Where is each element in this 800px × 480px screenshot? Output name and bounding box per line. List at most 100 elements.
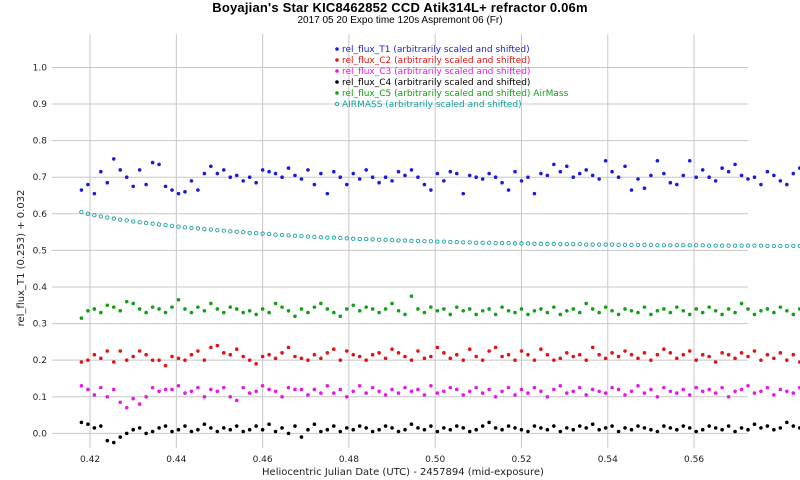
data-point-series-5 — [649, 312, 653, 317]
data-point-series-2 — [564, 351, 569, 355]
data-point-series-1 — [442, 179, 446, 183]
data-point-series-4 — [713, 426, 718, 430]
data-point-airmass — [765, 243, 770, 249]
data-point-series-2 — [558, 356, 563, 361]
data-point-series-1 — [280, 175, 284, 180]
data-point-series-1 — [241, 179, 246, 183]
data-point-series-2 — [390, 347, 394, 352]
data-point-series-5 — [480, 308, 485, 313]
data-point-series-5 — [338, 314, 343, 319]
data-point-series-1 — [571, 175, 576, 180]
data-point-series-1 — [597, 177, 601, 181]
data-point-series-2 — [694, 358, 699, 362]
data-point-series-4 — [416, 426, 420, 430]
data-point-series-2 — [552, 358, 556, 362]
data-point-airmass — [357, 236, 362, 242]
data-point-airmass — [603, 242, 608, 247]
data-point-series-5 — [364, 305, 368, 309]
data-point-series-5 — [429, 305, 433, 309]
legend-marker — [334, 101, 340, 107]
data-point-series-2 — [513, 358, 517, 362]
data-point-series-3 — [577, 385, 582, 390]
legend-entry-label: rel_flux_C2 (arbitrarily scaled and shif… — [342, 56, 530, 66]
y-axis-label: rel_flux_T1 (0.253) + 0.032 — [16, 190, 27, 327]
data-point-series-3 — [558, 383, 563, 388]
data-point-series-2 — [765, 352, 770, 357]
data-point-series-2 — [642, 351, 647, 355]
data-point-series-1 — [687, 158, 692, 163]
data-point-airmass — [428, 239, 434, 244]
data-point-series-2 — [183, 358, 187, 362]
data-point-airmass — [726, 243, 731, 248]
data-point-series-4 — [267, 422, 271, 427]
y-tick-label: 0.6 — [33, 210, 48, 220]
data-point-series-3 — [454, 387, 459, 392]
data-point-series-2 — [221, 351, 226, 355]
data-point-series-2 — [357, 354, 362, 359]
data-point-airmass — [467, 240, 472, 245]
data-point-series-4 — [474, 427, 478, 432]
data-point-series-3 — [176, 383, 181, 388]
data-point-series-1 — [778, 179, 783, 183]
chart-title: Boyajian's Star KIC8462852 CCD Atik314L+… — [212, 0, 588, 15]
data-point-series-5 — [681, 308, 686, 313]
data-point-series-4 — [79, 420, 84, 425]
data-point-series-4 — [99, 424, 103, 428]
data-point-series-3 — [590, 387, 595, 392]
data-point-series-5 — [196, 305, 200, 309]
data-point-series-4 — [260, 427, 265, 432]
data-point-series-4 — [124, 431, 129, 436]
data-point-series-4 — [590, 422, 595, 427]
data-point-airmass — [564, 242, 569, 247]
data-point-series-5 — [759, 308, 763, 313]
data-point-series-4 — [487, 420, 491, 425]
data-point-series-3 — [293, 387, 297, 392]
data-point-airmass — [674, 243, 679, 248]
data-point-airmass — [105, 215, 110, 220]
data-point-series-5 — [474, 312, 478, 317]
data-point-series-5 — [687, 312, 692, 317]
data-point-airmass — [538, 241, 544, 246]
data-point-series-5 — [157, 307, 161, 311]
data-point-series-5 — [79, 316, 84, 320]
data-point-series-1 — [791, 171, 796, 176]
data-point-series-5 — [163, 310, 168, 315]
data-point-series-2 — [338, 358, 343, 362]
data-point-series-3 — [286, 385, 291, 390]
data-point-airmass — [402, 238, 408, 243]
data-point-series-2 — [506, 352, 511, 357]
data-point-series-4 — [422, 427, 427, 432]
legend-entry-label: rel_flux_T1 (arbitrarily scaled and shif… — [342, 45, 530, 55]
data-point-airmass — [176, 224, 181, 229]
data-point-series-4 — [332, 424, 336, 428]
legend-marker — [335, 91, 339, 95]
data-point-series-1 — [228, 175, 233, 180]
data-point-series-1 — [332, 169, 336, 174]
data-point-series-3 — [772, 393, 776, 397]
data-point-series-4 — [448, 427, 453, 432]
data-point-series-5 — [539, 307, 543, 311]
data-point-series-5 — [467, 307, 472, 311]
data-point-series-4 — [778, 426, 783, 430]
data-point-series-2 — [539, 347, 543, 352]
data-point-series-5 — [597, 310, 601, 315]
data-point-series-3 — [124, 405, 129, 410]
data-point-series-5 — [571, 307, 576, 311]
data-point-series-3 — [687, 393, 692, 397]
data-point-series-4 — [163, 424, 168, 428]
data-point-series-1 — [221, 168, 226, 172]
data-point-series-2 — [312, 352, 317, 357]
data-point-series-3 — [189, 389, 194, 394]
grid-lines — [52, 34, 748, 448]
data-point-series-2 — [325, 351, 330, 355]
data-point-series-5 — [286, 308, 291, 313]
data-point-series-2 — [700, 352, 705, 357]
legend-marker — [335, 47, 339, 51]
data-point-series-4 — [584, 426, 589, 430]
data-point-series-1 — [681, 173, 686, 178]
data-point-series-4 — [493, 426, 498, 430]
data-point-series-5 — [584, 301, 589, 306]
data-point-series-3 — [700, 389, 705, 394]
data-point-series-5 — [603, 305, 608, 309]
data-point-series-1 — [532, 191, 537, 196]
